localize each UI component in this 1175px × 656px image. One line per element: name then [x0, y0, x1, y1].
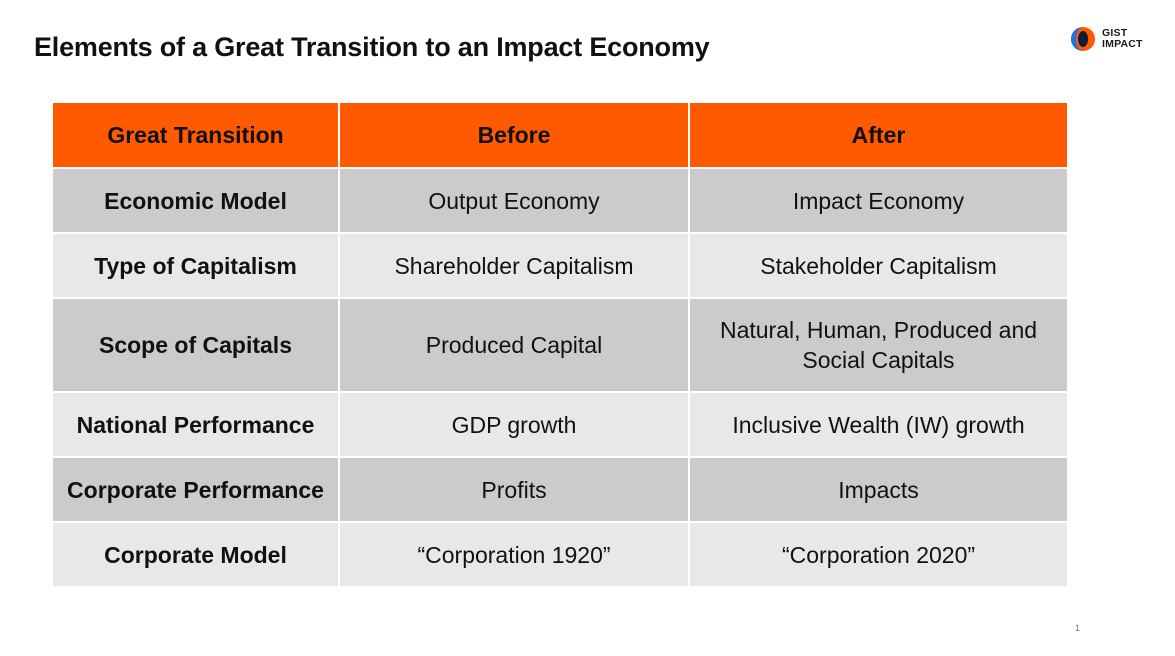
after-cell: “Corporation 2020”	[688, 521, 1069, 588]
table-row: Corporate Model “Corporation 1920” “Corp…	[51, 521, 1069, 588]
gist-impact-logo: GIST IMPACT	[1068, 24, 1143, 54]
row-label: Corporate Performance	[51, 456, 340, 523]
table-header-row: Great Transition Before After	[51, 101, 1069, 169]
header-after: After	[688, 101, 1069, 169]
before-cell: Shareholder Capitalism	[338, 232, 690, 299]
before-cell: Output Economy	[338, 167, 690, 234]
logo-line-2: IMPACT	[1102, 38, 1143, 50]
row-label: Economic Model	[51, 167, 340, 234]
transition-table: Great Transition Before After Economic M…	[51, 101, 1069, 588]
header-before: Before	[338, 101, 690, 169]
logo-line-1: GIST	[1102, 27, 1128, 39]
before-cell: Produced Capital	[338, 297, 690, 393]
before-cell: Profits	[338, 456, 690, 523]
after-cell: Inclusive Wealth (IW) growth	[688, 391, 1069, 458]
table-row: National Performance GDP growth Inclusiv…	[51, 391, 1069, 458]
row-label: Scope of Capitals	[51, 297, 340, 393]
after-cell: Impacts	[688, 456, 1069, 523]
after-cell: Impact Economy	[688, 167, 1069, 234]
table-row: Economic Model Output Economy Impact Eco…	[51, 167, 1069, 234]
row-label: Corporate Model	[51, 521, 340, 588]
row-label: National Performance	[51, 391, 340, 458]
logo-wordmark: GIST IMPACT	[1102, 28, 1143, 50]
after-cell: Stakeholder Capitalism	[688, 232, 1069, 299]
row-label: Type of Capitalism	[51, 232, 340, 299]
before-cell: GDP growth	[338, 391, 690, 458]
slide-title: Elements of a Great Transition to an Imp…	[34, 32, 710, 62]
after-cell: Natural, Human, Produced and Social Capi…	[688, 297, 1069, 393]
table-row: Corporate Performance Profits Impacts	[51, 456, 1069, 523]
page-number: 1	[1075, 623, 1081, 633]
gist-impact-logo-icon	[1071, 27, 1095, 51]
header-great-transition: Great Transition	[51, 101, 340, 169]
before-cell: “Corporation 1920”	[338, 521, 690, 588]
table-row: Scope of Capitals Produced Capital Natur…	[51, 297, 1069, 393]
table-row: Type of Capitalism Shareholder Capitalis…	[51, 232, 1069, 299]
